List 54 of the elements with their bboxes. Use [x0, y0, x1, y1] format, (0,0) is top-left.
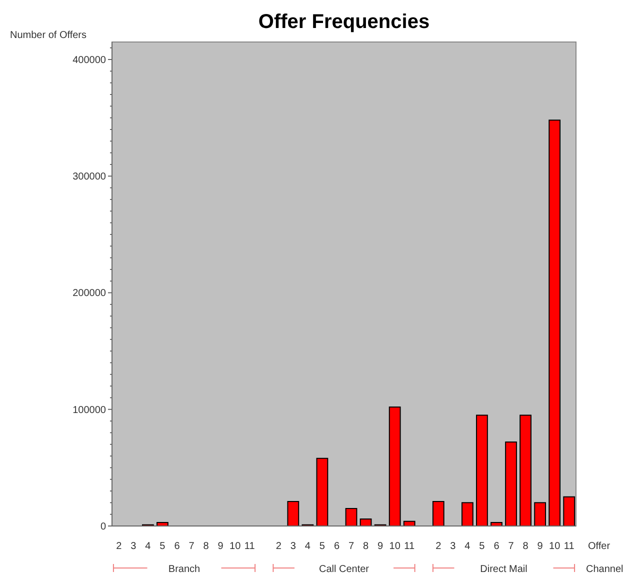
x-tick-label: 4	[304, 541, 311, 552]
x-tick-label: 11	[404, 541, 415, 552]
x-tick-label: 11	[244, 541, 256, 552]
x-tick-label: 11	[564, 541, 575, 552]
x-tick-label: 10	[389, 541, 401, 552]
x-tick-label: 10	[549, 541, 561, 552]
x-tick-label: 6	[334, 541, 340, 552]
x-tick-label: 6	[174, 541, 180, 552]
x-tick-label: 4	[145, 541, 152, 552]
bar	[316, 458, 328, 526]
y-tick-label: 300000	[72, 172, 106, 183]
x-tick-label: 4	[464, 541, 471, 552]
x-tick-label: 6	[494, 541, 500, 552]
bar	[345, 508, 358, 526]
text: Channel	[586, 564, 624, 575]
bar	[432, 501, 444, 526]
y-tick-label: 0	[100, 522, 106, 532]
x-tick-label: 7	[348, 541, 354, 552]
x-tick-label: 3	[290, 541, 296, 552]
x-tick-label: 8	[363, 541, 370, 552]
x-tick-label: 2	[276, 541, 282, 552]
chart-title: Offer Frequencies	[258, 11, 430, 33]
x-tick-label: 9	[218, 541, 224, 552]
x-axis-title: Offer	[588, 541, 611, 552]
x-tick-label: 2	[436, 541, 442, 552]
bar	[520, 414, 532, 526]
text: Branch	[168, 564, 200, 575]
x-tick-label: 7	[188, 541, 195, 552]
x-tick-label: 3	[130, 541, 137, 552]
x-tick-label: 10	[230, 541, 242, 552]
bar	[505, 442, 517, 526]
bar	[563, 496, 576, 526]
y-axis-title: Number of Offers	[10, 30, 87, 41]
bar	[534, 502, 546, 526]
x-tick-label: 5	[319, 541, 326, 552]
x-tick-label: 2	[116, 541, 122, 552]
x-tick-label: 7	[508, 541, 514, 552]
bar	[461, 502, 474, 526]
x-tick-label: 5	[479, 541, 486, 552]
text: Call Center	[318, 564, 370, 575]
x-tick-label: 8	[522, 541, 529, 552]
x-tick-label: 5	[160, 541, 166, 552]
x-tick-label: 9	[537, 541, 544, 552]
text: Direct Mail	[480, 564, 528, 575]
x-tick-label: 8	[203, 541, 210, 552]
bar	[548, 120, 561, 526]
x-tick-label: 9	[378, 541, 384, 552]
x-tick-label: 3	[450, 541, 456, 552]
bar	[388, 406, 401, 526]
bar	[476, 414, 488, 526]
y-tick-label: 200000	[72, 288, 106, 300]
y-tick-label: 100000	[72, 404, 106, 416]
bar	[287, 501, 300, 526]
y-tick-label: 400000	[72, 54, 106, 66]
